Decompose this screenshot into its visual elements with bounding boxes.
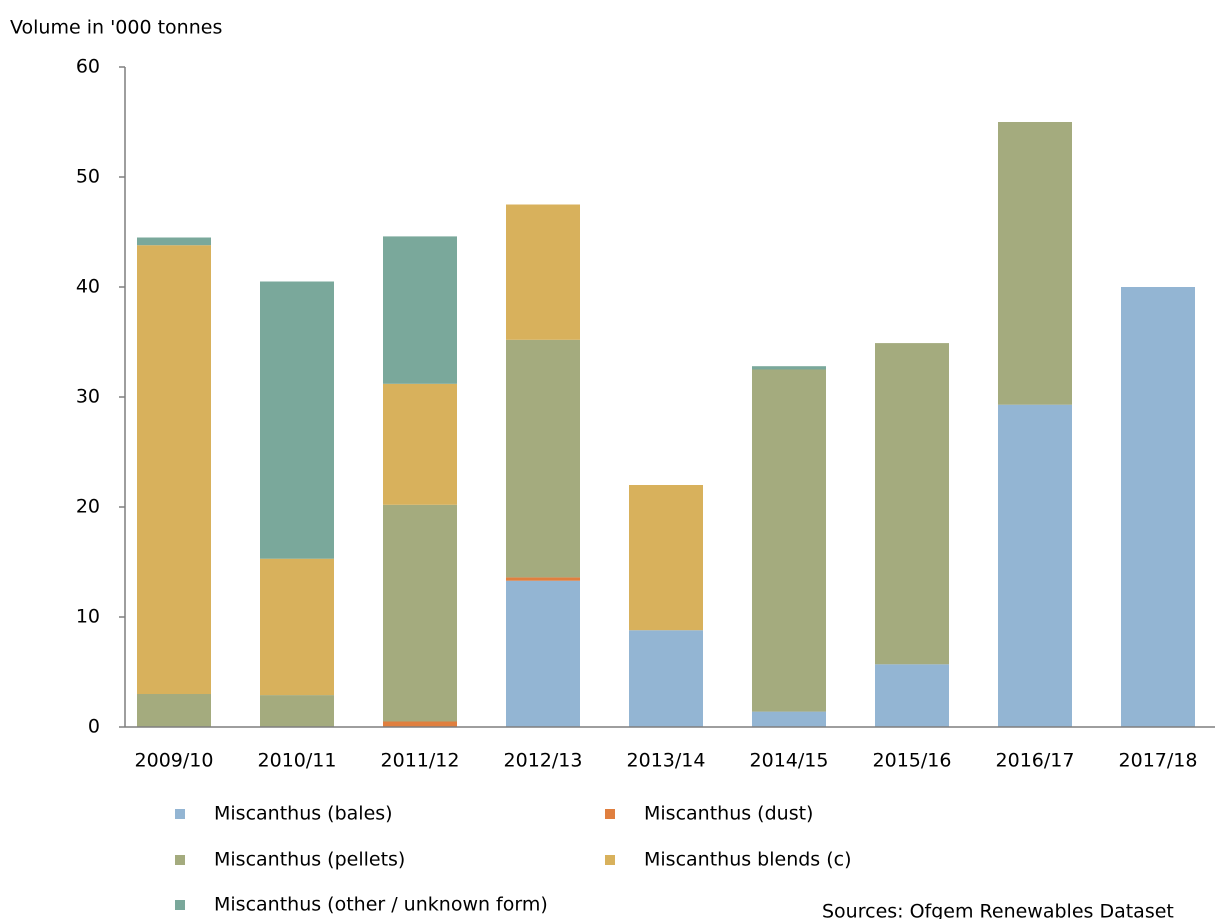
legend-swatch [175,855,185,865]
bar-segment [1121,287,1195,727]
legend-swatch [175,900,185,910]
legend-swatch [605,809,615,819]
legend-label: Miscanthus (bales) [214,803,393,825]
y-tick-label: 50 [76,166,100,188]
bar-segment [383,504,457,722]
x-tick-label: 2016/17 [996,750,1075,772]
bar-segment [629,485,703,631]
bar-segment [752,366,826,370]
x-tick-label: 2017/18 [1119,750,1198,772]
bar-segment [998,122,1072,405]
bar-segment [875,343,949,665]
x-tick-label: 2014/15 [750,750,829,772]
y-tick-label: 60 [76,56,100,78]
bar-segment [137,245,211,694]
bar-segment [260,695,334,727]
x-tick-label: 2015/16 [873,750,952,772]
bar-segment [506,577,580,581]
y-tick-label: 30 [76,386,100,408]
legend-label: Miscanthus blends (c) [644,849,852,871]
bar-segment [383,383,457,505]
bar-segment [383,721,457,727]
y-axis-title: Volume in '000 tonnes [10,17,222,39]
y-tick-label: 40 [76,276,100,298]
y-tick-label: 0 [88,716,100,738]
bar-segment [998,404,1072,727]
bar-segment [752,711,826,727]
bar-segment [137,237,211,246]
x-tick-label: 2009/10 [135,750,214,772]
bar-segment [506,204,580,340]
x-tick-label: 2010/11 [258,750,337,772]
legend-swatch [605,855,615,865]
x-tick-label: 2011/12 [381,750,460,772]
y-tick-label: 20 [76,496,100,518]
bar-segment [875,664,949,727]
x-tick-label: 2013/14 [627,750,706,772]
bar-segment [260,281,334,559]
bar-segment [506,580,580,727]
source-note: Sources: Ofgem Renewables Dataset [822,901,1174,919]
bar-segment [629,630,703,727]
legend-label: Miscanthus (dust) [644,803,813,825]
legend-swatch [175,809,185,819]
x-tick-label: 2012/13 [504,750,583,772]
bar-segment [752,369,826,712]
bar-segment [506,339,580,578]
legend-label: Miscanthus (other / unknown form) [214,894,548,916]
legend-label: Miscanthus (pellets) [214,849,405,871]
bar-segment [137,694,211,727]
bar-segment [383,236,457,384]
bar-segment [260,558,334,696]
y-tick-label: 10 [76,606,100,628]
